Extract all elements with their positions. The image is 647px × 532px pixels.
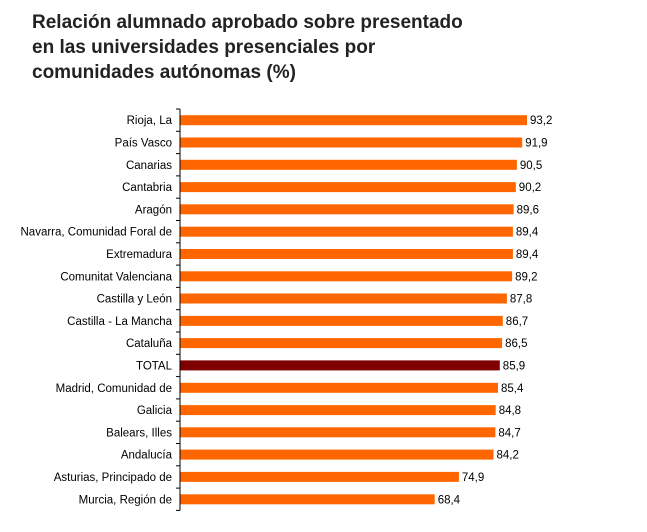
category-label-2: Canarias xyxy=(126,160,172,172)
category-label-13: Galicia xyxy=(137,405,173,417)
value-label-16: 74,9 xyxy=(462,472,484,484)
bar-9 xyxy=(180,315,503,326)
bar-11 xyxy=(180,360,500,371)
value-label-4: 89,6 xyxy=(517,204,539,216)
bar-2 xyxy=(180,159,517,170)
bar-5 xyxy=(180,226,513,237)
category-label-14: Balears, Illes xyxy=(106,427,172,439)
value-label-14: 84,7 xyxy=(498,427,520,439)
category-label-10: Cataluña xyxy=(126,338,173,350)
bar-10 xyxy=(180,338,503,349)
value-label-2: 90,5 xyxy=(520,160,542,172)
bar-16 xyxy=(180,471,459,482)
value-label-0: 93,2 xyxy=(530,115,552,127)
value-label-11: 85,9 xyxy=(503,360,525,372)
chart-title-line-3: comunidades autónomas (%) xyxy=(32,62,296,83)
value-label-5: 89,4 xyxy=(516,227,539,239)
value-label-3: 90,2 xyxy=(519,182,541,194)
value-label-1: 91,9 xyxy=(525,138,547,150)
value-label-8: 87,8 xyxy=(510,294,532,306)
bar-3 xyxy=(180,182,516,193)
category-label-9: Castilla - La Mancha xyxy=(67,316,172,328)
category-label-4: Aragón xyxy=(135,204,172,216)
bar-13 xyxy=(180,405,496,416)
bar-15 xyxy=(180,449,494,460)
value-label-12: 85,4 xyxy=(501,383,524,395)
value-label-13: 84,8 xyxy=(499,405,521,417)
bar-12 xyxy=(180,382,498,393)
value-label-15: 84,2 xyxy=(497,450,519,462)
chart-title-line-1: Relación alumnado aprobado sobre present… xyxy=(32,12,463,33)
category-label-11: TOTAL xyxy=(136,360,173,372)
bar-7 xyxy=(180,271,513,282)
value-label-6: 89,4 xyxy=(516,249,539,261)
value-label-7: 89,2 xyxy=(515,271,537,283)
category-label-17: Murcia, Región de xyxy=(79,494,172,506)
bar-6 xyxy=(180,249,513,259)
category-label-5: Navarra, Comunidad Foral de xyxy=(21,227,173,239)
bar-1 xyxy=(180,137,523,148)
value-label-10: 86,5 xyxy=(505,338,527,350)
bar-14 xyxy=(180,427,496,438)
category-label-16: Asturias, Principado de xyxy=(54,472,172,484)
chart-title: Relación alumnado aprobado sobre present… xyxy=(32,10,632,85)
bar-0 xyxy=(180,115,527,126)
category-label-6: Extremadura xyxy=(106,249,172,261)
category-label-7: Comunitat Valenciana xyxy=(60,271,172,283)
category-label-3: Cantabria xyxy=(122,182,172,194)
bar-4 xyxy=(180,204,514,215)
chart-title-line-2: en las universidades presenciales por xyxy=(32,37,376,58)
category-label-1: País Vasco xyxy=(115,138,172,150)
category-label-12: Madrid, Comunidad de xyxy=(56,383,172,395)
bar-17 xyxy=(180,494,435,505)
category-label-0: Rioja, La xyxy=(127,115,173,127)
category-label-8: Castilla y León xyxy=(97,294,172,306)
value-label-17: 68,4 xyxy=(438,494,461,506)
category-label-15: Andalucía xyxy=(121,450,173,462)
value-label-9: 86,7 xyxy=(506,316,528,328)
bar-8 xyxy=(180,293,507,304)
